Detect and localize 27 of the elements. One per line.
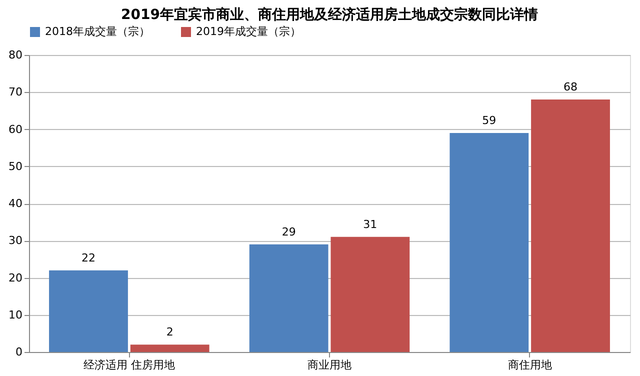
y-tick-label: 40	[8, 197, 22, 210]
data-label: 29	[282, 225, 296, 238]
y-tick-label: 20	[8, 271, 22, 284]
y-tick-label: 30	[8, 234, 22, 248]
bar	[130, 344, 210, 352]
x-tick-label: 商住用地	[508, 358, 552, 372]
data-label: 22	[81, 251, 96, 264]
y-tick-label: 0	[16, 346, 22, 358]
x-tick-label: 经济适用 住房用地	[83, 358, 175, 372]
data-label: 59	[482, 114, 496, 127]
y-tick-label: 60	[8, 122, 22, 136]
data-label: 31	[363, 218, 378, 231]
bar	[330, 236, 410, 352]
y-tick-label: 10	[8, 308, 22, 322]
x-tick-label: 商业用地	[308, 358, 352, 372]
bar	[450, 132, 529, 352]
bar	[49, 270, 128, 352]
bar	[531, 100, 610, 352]
bar	[249, 244, 328, 352]
data-label: 68	[564, 80, 578, 94]
y-tick-label: 50	[8, 160, 22, 173]
chart-title: 2019年宜宾市商业、商住用地及经济适用房土地成交宗数同比详情	[121, 6, 538, 23]
data-label: 2	[166, 326, 174, 339]
y-tick-label: 70	[8, 86, 22, 99]
legend-label: 2019年成交量（宗）	[196, 25, 301, 38]
legend-label: 2018年成交量（宗）	[45, 25, 150, 38]
y-tick-label: 80	[8, 48, 22, 62]
